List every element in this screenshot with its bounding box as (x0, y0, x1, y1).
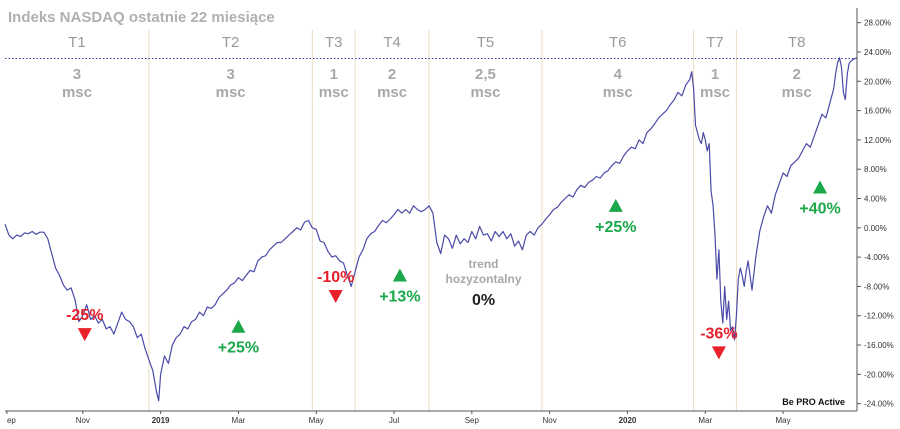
period-duration-6-2: msc (603, 84, 633, 101)
x-tick-label-1: ep (7, 416, 16, 425)
annotations: -25% +25% -10% +13% +25% -36% +40% (66, 180, 841, 360)
annotation-arrow-2 (231, 319, 246, 333)
period-duration-3-1: 1 (330, 66, 338, 83)
period-duration-2-1: 3 (226, 66, 234, 83)
annotation-arrow-6 (711, 346, 726, 360)
period-label-8: T8 (788, 34, 806, 51)
y-tick-label-10: 12.00% (864, 136, 891, 145)
period-labels: T13mscT23mscT31mscT42mscT52,5mscT64mscT7… (62, 34, 812, 101)
y-axis: -24.00% -20.00% -16.00% -12.00% -8.00% -4.00%… (856, 8, 894, 411)
y-tick-label-14: 28.00% (864, 19, 891, 28)
y-tick-label-5: -8.00% (864, 282, 889, 291)
x-tick-label-11: May (776, 416, 791, 425)
y-tick-label-7: 0.00% (864, 224, 887, 233)
y-tick-label-11: 16.00% (864, 107, 891, 116)
period-duration-1-1: 3 (73, 66, 81, 83)
y-tick-label-13: 24.00% (864, 48, 891, 57)
period-label-6: T6 (609, 34, 627, 51)
period-label-2: T2 (222, 34, 240, 51)
y-tick-label-12: 20.00% (864, 77, 891, 86)
x-tick-label-6: Jul (389, 416, 399, 425)
y-tick-label-9: 8.00% (864, 165, 887, 174)
period-label-7: T7 (706, 34, 724, 51)
annotation-arrow-5 (608, 198, 623, 212)
flat-note-value: 0% (472, 292, 495, 309)
period-duration-5-2: msc (470, 84, 500, 101)
annotation-label-6: -36% (700, 325, 737, 342)
x-tick-label-10: Mar (698, 416, 712, 425)
period-label-5: T5 (477, 34, 495, 51)
flat-note-line-2: hozyzontalny (446, 272, 522, 286)
period-duration-7-2: msc (700, 84, 730, 101)
annotation-arrow-4 (392, 268, 407, 282)
y-tick-label-8: 4.00% (864, 195, 887, 204)
x-axis: ep Nov 2019 Mar May Jul Sep Nov 2020 Mar May (5, 410, 857, 425)
flat-note-line-1: trend (469, 257, 499, 271)
annotation-label-5: +25% (595, 219, 636, 236)
period-duration-1-2: msc (62, 84, 92, 101)
period-duration-2-2: msc (216, 84, 246, 101)
period-label-1: T1 (68, 34, 86, 51)
x-tick-label-4: Mar (232, 416, 246, 425)
annotation-arrow-3 (328, 289, 343, 303)
x-tick-label-2: Nov (76, 416, 90, 425)
period-duration-3-2: msc (319, 84, 349, 101)
y-tick-label-6: -4.00% (864, 253, 889, 262)
brand-label: Be PRO Active (782, 397, 845, 407)
annotation-label-2: +25% (218, 340, 259, 357)
x-tick-label-5: May (309, 416, 324, 425)
period-duration-8-2: msc (782, 84, 812, 101)
x-tick-label-3: 2019 (152, 416, 170, 425)
annotation-label-4: +13% (379, 288, 420, 305)
period-duration-4-2: msc (377, 84, 407, 101)
x-tick-label-8: Nov (543, 416, 557, 425)
period-label-3: T3 (325, 34, 343, 51)
chart-title: Indeks NASDAQ ostatnie 22 miesiące (8, 9, 275, 26)
annotation-label-3: -10% (317, 269, 354, 286)
period-label-4: T4 (383, 34, 401, 51)
y-tick-label-2: -20.00% (864, 370, 894, 379)
period-duration-7-1: 1 (711, 66, 719, 83)
y-tick-label-1: -24.00% (864, 400, 894, 409)
series-line-group (4, 57, 858, 402)
annotation-arrow-1 (77, 328, 92, 342)
annotation-label-1: -25% (66, 307, 103, 324)
period-duration-8-1: 2 (793, 66, 801, 83)
x-tick-label-7: Sep (465, 416, 480, 425)
period-duration-6-1: 4 (614, 66, 623, 83)
annotation-arrow-7 (813, 180, 828, 194)
x-tick-label-9: 2020 (619, 416, 637, 425)
annotation-label-7: +40% (799, 201, 840, 218)
y-tick-label-3: -16.00% (864, 341, 894, 350)
period-duration-5-1: 2,5 (475, 66, 496, 83)
y-tick-label-4: -12.00% (864, 312, 894, 321)
period-duration-4-1: 2 (388, 66, 396, 83)
series-line (4, 57, 858, 402)
